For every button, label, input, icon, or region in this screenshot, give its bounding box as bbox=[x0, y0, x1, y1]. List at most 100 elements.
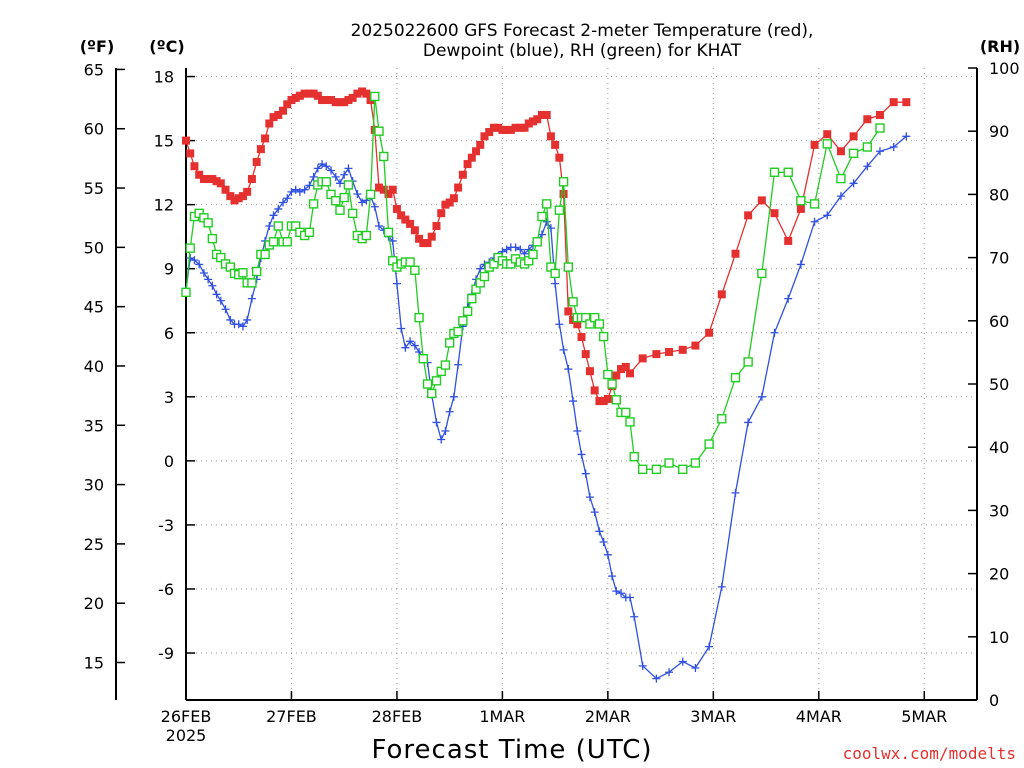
dewpoint-point bbox=[392, 279, 401, 288]
dewpoint-point bbox=[608, 572, 617, 581]
relative_humidity-point bbox=[260, 249, 270, 260]
temperature-point bbox=[322, 96, 331, 105]
celsius-tick-label: 3 bbox=[164, 388, 174, 407]
temperature-point bbox=[472, 147, 481, 156]
dewpoint-point bbox=[449, 392, 458, 401]
relative_humidity-point bbox=[479, 271, 490, 282]
relative_humidity-point bbox=[528, 249, 538, 260]
temperature-point bbox=[305, 89, 314, 98]
relative_humidity-point bbox=[678, 464, 688, 475]
temperature-point bbox=[441, 200, 450, 209]
temperature-point bbox=[533, 115, 542, 124]
dewpoint-point bbox=[291, 185, 300, 194]
dewpoint-point bbox=[569, 397, 578, 406]
temperature-point bbox=[204, 175, 213, 184]
temperature-point bbox=[617, 365, 626, 374]
relative_humidity-series bbox=[181, 91, 885, 475]
dewpoint-point bbox=[691, 663, 700, 672]
dewpoint-point bbox=[638, 661, 647, 670]
temperature-point bbox=[595, 397, 604, 406]
temperature-point bbox=[247, 175, 256, 184]
temperature-point bbox=[358, 87, 367, 96]
dewpoint-point bbox=[186, 254, 195, 263]
relative_humidity-point bbox=[282, 237, 292, 247]
dewpoint-point bbox=[902, 132, 911, 141]
x-tick-label: 1MAR bbox=[479, 707, 525, 726]
series-layer bbox=[181, 87, 911, 683]
rh-tick-label: 60 bbox=[989, 312, 1009, 331]
temperature-point bbox=[599, 397, 608, 406]
rh-tick-label: 40 bbox=[989, 438, 1009, 457]
temperature-point bbox=[252, 157, 261, 166]
dewpoint-point bbox=[437, 435, 446, 444]
temperature-point bbox=[379, 185, 388, 194]
relative_humidity-point bbox=[273, 221, 283, 231]
temperature-point bbox=[230, 196, 239, 205]
temperature-point bbox=[528, 117, 537, 126]
dewpoint-line bbox=[185, 135, 907, 680]
dewpoint-point bbox=[595, 527, 604, 536]
temperature-point bbox=[577, 333, 586, 342]
dewpoint-point bbox=[370, 202, 379, 211]
temperature-point bbox=[295, 91, 304, 100]
temperature-point bbox=[621, 362, 630, 371]
temperature-point bbox=[388, 185, 397, 194]
celsius-unit-label: (ºC) bbox=[149, 37, 184, 56]
temperature-point bbox=[265, 119, 274, 128]
dewpoint-point bbox=[810, 217, 819, 226]
relative_humidity-point bbox=[467, 293, 477, 304]
dewpoint-point bbox=[836, 192, 845, 201]
temperature-point bbox=[234, 194, 243, 203]
dewpoint-point bbox=[243, 315, 252, 324]
dewpoint-point bbox=[617, 589, 626, 598]
relative_humidity-point bbox=[440, 360, 451, 370]
temperature-point bbox=[546, 132, 555, 141]
dewpoint-point bbox=[305, 181, 314, 190]
dewpoint-point bbox=[335, 179, 344, 188]
fahrenheit-tick-label: 30 bbox=[84, 476, 104, 495]
temperature-point bbox=[401, 215, 410, 224]
temperature-point bbox=[463, 160, 472, 169]
temperature-point bbox=[331, 98, 340, 107]
temperature-point bbox=[678, 345, 687, 354]
relative_humidity-point bbox=[554, 205, 565, 215]
dewpoint-point bbox=[454, 360, 463, 369]
temperature-point bbox=[458, 170, 467, 179]
celsius-tick-label: 15 bbox=[154, 132, 174, 151]
relative_humidity-point bbox=[308, 199, 319, 209]
temperature-point bbox=[238, 192, 247, 201]
fahrenheit-tick-label: 60 bbox=[84, 120, 104, 139]
rh-tick-label: 80 bbox=[989, 185, 1009, 204]
dewpoint-point bbox=[212, 290, 221, 299]
relative_humidity-point bbox=[558, 177, 569, 187]
relative_humidity-point bbox=[268, 237, 279, 247]
dewpoint-point bbox=[340, 170, 349, 179]
fahrenheit-tick-label: 20 bbox=[84, 594, 104, 613]
temperature-point bbox=[445, 198, 454, 207]
relative_humidity-point bbox=[422, 379, 433, 389]
relative_humidity-point bbox=[541, 199, 552, 209]
temperature-point bbox=[427, 232, 436, 241]
dewpoint-point bbox=[441, 426, 450, 435]
relative_humidity-point bbox=[621, 407, 631, 418]
temperature-point bbox=[796, 204, 805, 213]
fahrenheit-tick-label: 50 bbox=[84, 238, 104, 257]
temperature-point bbox=[537, 110, 546, 119]
temperature-point bbox=[279, 106, 288, 115]
relative_humidity-point bbox=[216, 252, 226, 263]
dewpoint-point bbox=[331, 172, 340, 181]
dewpoint-point bbox=[476, 264, 485, 273]
dewpoint-point bbox=[358, 198, 367, 207]
x-tick-label: 3MAR bbox=[690, 707, 736, 726]
temperature-point bbox=[705, 328, 714, 337]
relative_humidity-point bbox=[427, 388, 437, 399]
relative_humidity-point bbox=[836, 173, 846, 184]
celsius-tick-label: 6 bbox=[164, 324, 174, 343]
relative_humidity-point bbox=[603, 369, 613, 380]
temperature-point bbox=[573, 320, 582, 329]
temperature-point bbox=[555, 153, 564, 162]
dewpoint-point bbox=[234, 320, 243, 329]
dewpoint-point bbox=[309, 172, 318, 181]
temperature-point bbox=[498, 125, 507, 134]
